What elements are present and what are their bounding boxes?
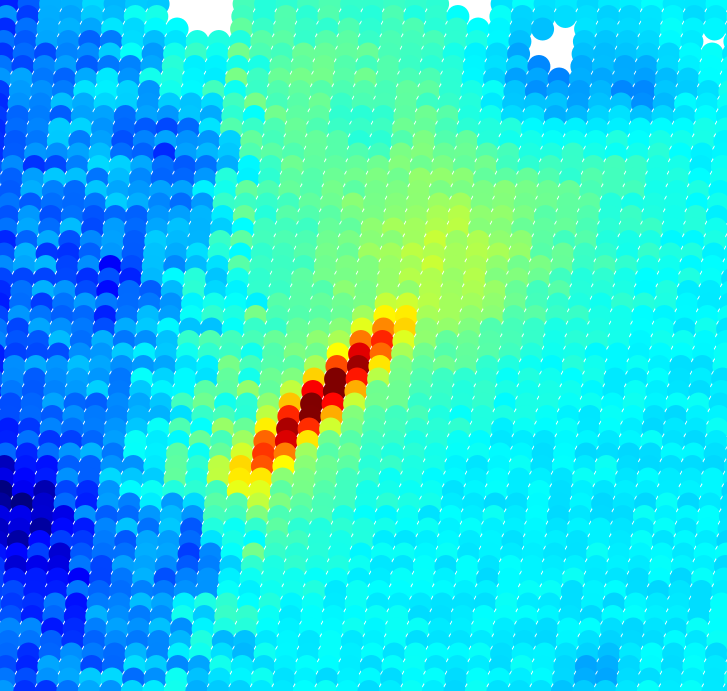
dot-field-image	[0, 0, 727, 691]
dot	[703, 18, 726, 41]
page: (() => { JSON.parse(document.getElementB…	[0, 0, 727, 691]
dot	[531, 18, 554, 41]
dot	[554, 5, 577, 28]
